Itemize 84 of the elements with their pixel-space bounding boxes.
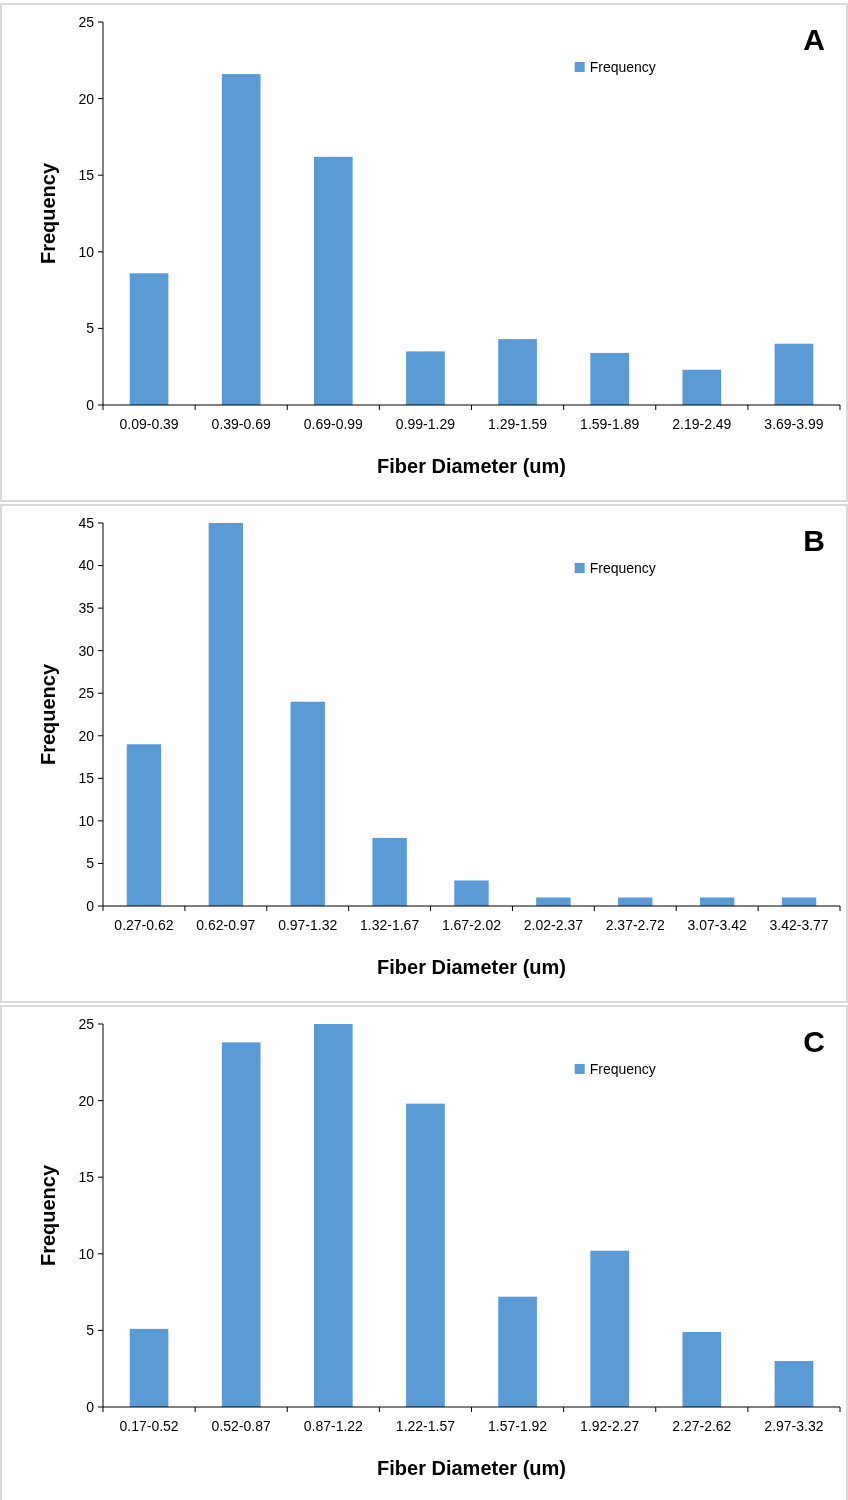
bar: [682, 369, 722, 405]
bar: [454, 880, 489, 906]
y-tick-label: 15: [78, 167, 95, 184]
x-tick-label: 1.32-1.67: [360, 917, 420, 933]
bar: [774, 343, 814, 405]
y-tick-label: 30: [78, 642, 95, 659]
bar: [618, 897, 653, 906]
bar: [498, 339, 537, 405]
x-tick-label: 1.92-2.27: [580, 1418, 640, 1434]
bar: [682, 1331, 722, 1407]
y-tick-label: 45: [78, 514, 95, 531]
y-tick-label: 0: [86, 1398, 95, 1415]
bar: [406, 351, 445, 405]
y-tick-label: 5: [86, 1322, 95, 1339]
y-tick-label: 25: [78, 13, 95, 30]
bar: [590, 1250, 630, 1407]
x-tick-label: 0.69-0.99: [303, 416, 364, 432]
bar: [208, 523, 244, 906]
x-tick-label: 0.27-0.62: [114, 917, 174, 933]
bar: [221, 1042, 261, 1407]
x-tick-label: 0.09-0.39: [119, 416, 179, 432]
x-tick-label: 2.27-2.62: [672, 1418, 732, 1434]
bar: [590, 352, 630, 405]
y-tick-label: 40: [78, 557, 95, 574]
bar: [774, 1361, 814, 1407]
x-tick-label: 3.42-3.77: [769, 917, 829, 933]
y-tick-label: 35: [78, 600, 95, 617]
bar: [313, 156, 353, 405]
y-tick-label: 20: [78, 90, 95, 107]
x-tick-label: 2.02-2.37: [523, 917, 584, 933]
legend-label: Frequency: [589, 559, 656, 576]
y-axis-title: Frequency: [37, 162, 59, 265]
x-tick-label: 0.97-1.32: [278, 917, 338, 933]
y-tick-label: 10: [78, 243, 95, 260]
y-tick-label: 15: [78, 770, 95, 787]
bar: [221, 74, 261, 405]
x-tick-label: 0.17-0.52: [119, 1418, 179, 1434]
x-axis-title: Fiber Diameter (um): [377, 1457, 566, 1479]
x-tick-label: 0.99-1.29: [395, 416, 456, 432]
bar: [536, 897, 571, 906]
y-axis-title: Frequency: [37, 1164, 59, 1267]
y-tick-label: 10: [78, 812, 95, 829]
x-tick-label: 3.07-3.42: [687, 917, 747, 933]
bar: [498, 1296, 537, 1407]
legend-label: Frequency: [589, 58, 656, 75]
x-tick-label: 1.22-1.57: [395, 1418, 456, 1434]
bar: [699, 897, 735, 906]
y-tick-label: 20: [78, 1092, 95, 1109]
x-tick-label: 2.37-2.72: [605, 917, 666, 933]
x-tick-label: 0.87-1.22: [303, 1418, 364, 1434]
annotation: C: [803, 1025, 825, 1058]
bar: [290, 701, 325, 906]
x-tick-label: 2.19-2.49: [672, 416, 732, 432]
x-tick-label: 1.29-1.59: [487, 416, 548, 432]
y-tick-label: 25: [78, 1015, 95, 1032]
y-tick-label: 5: [86, 320, 95, 337]
x-tick-label: 0.62-0.97: [196, 917, 256, 933]
bar: [129, 1328, 169, 1407]
x-tick-label: 1.57-1.92: [487, 1418, 548, 1434]
y-tick-label: 25: [78, 685, 95, 702]
y-tick-label: 0: [86, 396, 95, 413]
y-tick-label: 0: [86, 897, 95, 914]
legend-label: Frequency: [589, 1060, 656, 1077]
bar: [372, 837, 407, 906]
x-tick-label: 0.52-0.87: [211, 1418, 271, 1434]
annotation: A: [803, 23, 825, 56]
annotation: B: [803, 524, 825, 557]
bar: [126, 744, 162, 906]
x-tick-label: 2.97-3.32: [764, 1418, 824, 1434]
x-axis-title: Fiber Diameter (um): [377, 455, 566, 477]
bar: [406, 1103, 445, 1407]
y-tick-label: 15: [78, 1169, 95, 1186]
x-axis-title: Fiber Diameter (um): [377, 956, 566, 978]
y-axis-title: Frequency: [37, 663, 59, 766]
x-tick-label: 0.39-0.69: [211, 416, 271, 432]
y-tick-label: 10: [78, 1245, 95, 1262]
bar: [781, 897, 817, 906]
x-tick-label: 1.67-2.02: [441, 917, 502, 933]
x-tick-label: 3.69-3.99: [764, 416, 824, 432]
x-tick-label: 1.59-1.89: [580, 416, 640, 432]
y-tick-label: 20: [78, 727, 95, 744]
bar: [129, 273, 169, 405]
y-tick-label: 5: [86, 855, 95, 872]
bar: [313, 1024, 353, 1407]
